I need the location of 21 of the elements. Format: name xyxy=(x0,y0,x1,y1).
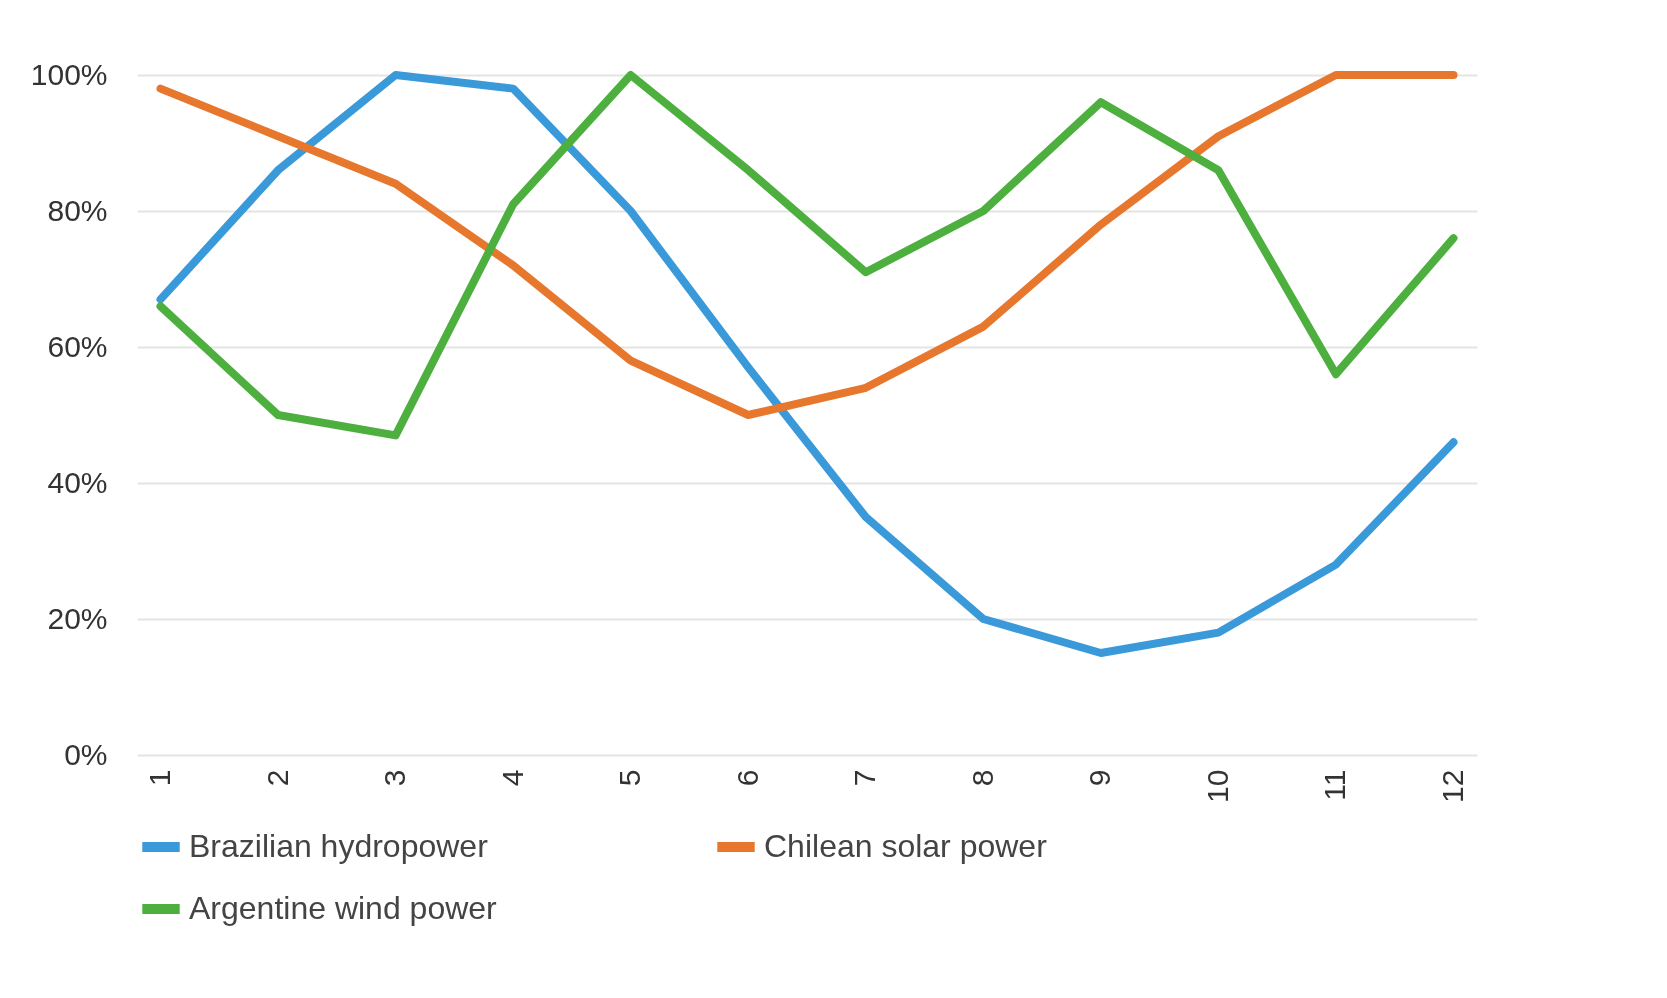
y-tick-label: 0% xyxy=(64,737,108,771)
x-tick-label: 6 xyxy=(730,769,764,787)
x-tick-label: 3 xyxy=(378,769,412,787)
legend-label: Argentine wind power xyxy=(189,890,498,926)
y-tick-label: 100% xyxy=(30,57,108,91)
legend-label: Brazilian hydropower xyxy=(189,828,489,864)
x-tick-label: 7 xyxy=(848,769,882,787)
x-tick-label: 4 xyxy=(495,769,529,787)
legend-label: Chilean solar power xyxy=(764,828,1048,864)
x-tick-label: 2 xyxy=(260,769,294,787)
x-tick-label: 5 xyxy=(613,769,647,787)
y-tick-label: 60% xyxy=(47,329,108,363)
y-tick-label: 40% xyxy=(47,465,108,499)
y-tick-label: 20% xyxy=(47,601,108,635)
x-tick-label: 1 xyxy=(143,769,177,787)
y-tick-label: 80% xyxy=(47,193,108,227)
x-tick-label: 8 xyxy=(965,769,999,787)
x-tick-label: 12 xyxy=(1435,769,1469,803)
x-tick-label: 10 xyxy=(1200,769,1234,803)
x-tick-label: 11 xyxy=(1318,769,1352,801)
x-tick-label: 9 xyxy=(1083,769,1117,787)
